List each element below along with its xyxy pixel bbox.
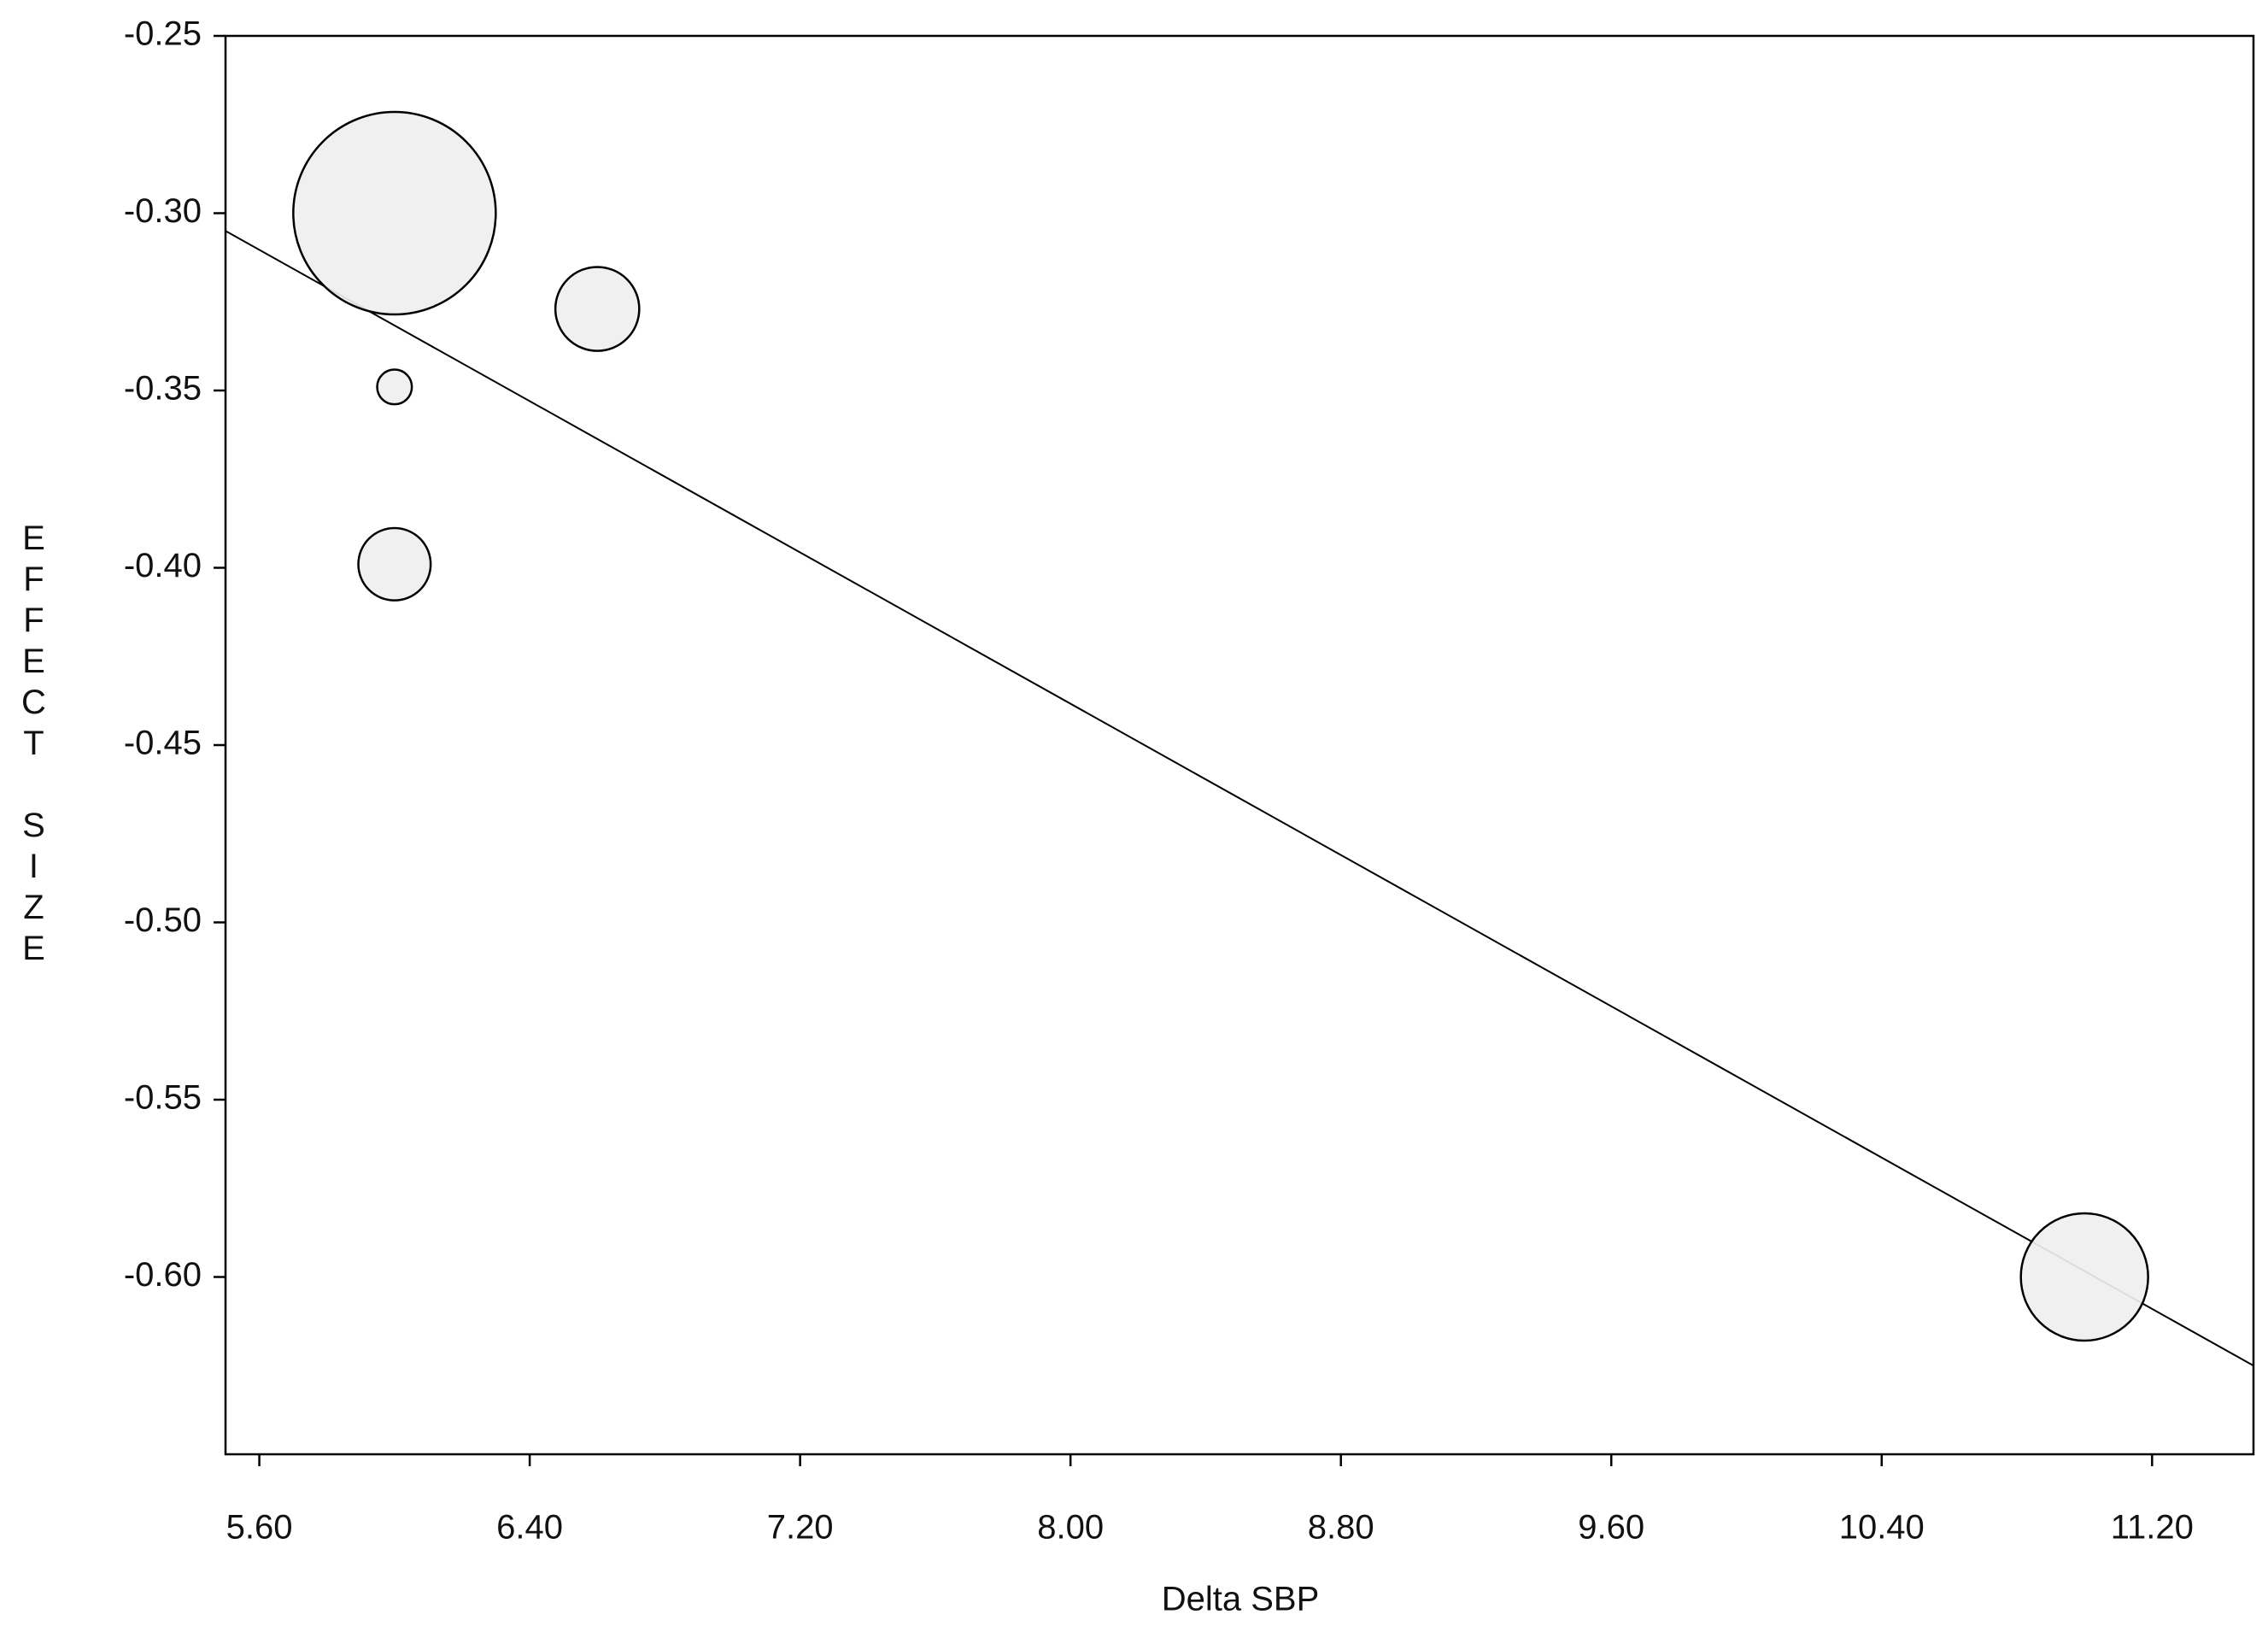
- y-tick-label: -0.60: [124, 1256, 202, 1294]
- y-tick-label: -0.50: [124, 901, 202, 939]
- y-tick-label: -0.25: [124, 15, 202, 53]
- x-tick-label: 9.60: [1578, 1509, 1644, 1547]
- x-axis-label: Delta SBP: [1162, 1581, 1320, 1618]
- regression-line: [225, 230, 2254, 1367]
- y-axis-label: EFFECT SIZE: [15, 520, 52, 971]
- bubble: [376, 368, 413, 406]
- y-tick-label: -0.35: [124, 370, 202, 408]
- bubble: [554, 266, 641, 352]
- x-tick-label: 11.20: [2111, 1509, 2194, 1547]
- x-tick-label: 8.80: [1308, 1509, 1374, 1547]
- y-tick-label: -0.40: [124, 547, 202, 584]
- y-tick-label: -0.45: [124, 725, 202, 762]
- y-tick-label: -0.30: [124, 192, 202, 230]
- x-tick-label: 6.40: [496, 1509, 563, 1547]
- y-tick-label: -0.55: [124, 1079, 202, 1117]
- bubble: [292, 110, 497, 316]
- x-tick-label: 8.00: [1037, 1509, 1104, 1547]
- x-tick-label: 7.20: [767, 1509, 834, 1547]
- x-tick-label: 10.40: [1839, 1509, 1925, 1547]
- bubble: [357, 526, 432, 602]
- bubble: [2019, 1212, 2149, 1342]
- x-tick-label: 5.60: [226, 1509, 293, 1547]
